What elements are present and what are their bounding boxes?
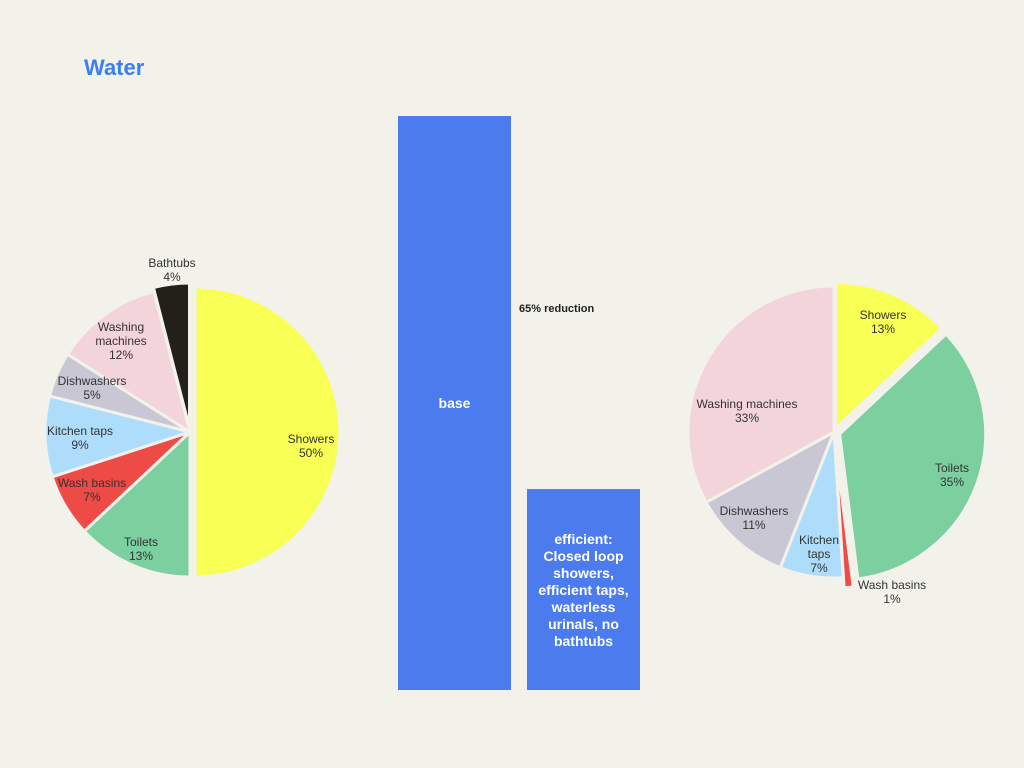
pie-base-label-bathtubs-name: Bathtubs — [148, 256, 195, 270]
pie-base-label-wash-basins-name: Wash basins — [58, 476, 126, 490]
pie-efficient-label-kitchen-taps-name: taps — [808, 547, 831, 561]
pie-base-label-toilets-value: 13% — [129, 549, 153, 563]
pie-efficient-label-toilets-value: 35% — [940, 475, 964, 489]
bar-efficient — [527, 489, 640, 690]
pie-base-label-washing-machines-name: machines — [95, 334, 146, 348]
pie-efficient-label-kitchen-taps-name: Kitchen — [799, 533, 839, 547]
pie-base-label-toilets: Toilets 13% — [124, 535, 158, 563]
pie-base-label-toilets-name: Toilets — [124, 535, 158, 549]
pie-efficient-label-kitchen-taps: Kitchen taps 7% — [799, 533, 839, 575]
pie-base-label-kitchen-taps: Kitchen taps 9% — [47, 424, 113, 452]
pie-base-slice-toilets — [82, 430, 192, 579]
pie-efficient-label-showers: Showers 13% — [860, 308, 907, 336]
pie-base-label-dishwashers-name: Dishwashers — [58, 374, 127, 388]
pie-base-slice-kitchen-taps — [43, 394, 192, 479]
pie-base-slice-washing-machines — [66, 290, 192, 434]
pie-efficient-label-dishwashers: Dishwashers 11% — [720, 504, 789, 532]
reduction-annotation: 65% reduction — [519, 303, 594, 315]
pie-base-label-washing-machines-name: Washing — [98, 320, 144, 334]
pie-efficient-label-wash-basins-value: 1% — [883, 592, 901, 606]
pie-efficient-label-wash-basins-name: Wash basins — [858, 578, 926, 592]
pie-efficient-label-washing-machines-value: 33% — [735, 411, 759, 425]
pie-base-label-kitchen-taps-name: Kitchen taps — [47, 424, 113, 438]
bar-label-efficient: efficient: Closed loop showers, efficient t… — [538, 531, 628, 649]
pie-efficient-slice-dishwashers — [704, 430, 836, 570]
pie-base-label-wash-basins: Wash basins 7% — [58, 476, 126, 504]
pie-efficient-label-showers-value: 13% — [871, 322, 895, 336]
pie-base-label-showers-name: Showers — [288, 432, 335, 446]
pie-efficient-label-dishwashers-value: 11% — [742, 518, 765, 532]
pie-efficient-label-wash-basins: Wash basins 1% — [858, 578, 926, 606]
bar-label-line: efficient taps, — [538, 582, 628, 598]
pie-base-label-showers-value: 50% — [299, 446, 323, 460]
pie-efficient-label-toilets-name: Toilets — [935, 461, 969, 475]
bar-label-line: efficient: — [554, 531, 612, 547]
pie-base-slice-showers — [193, 285, 342, 579]
bar-label-line: Closed loop — [543, 548, 623, 564]
pie-chart-efficient: Showers 13% Toilets 35% Wash basins 1% Kitchen… — [686, 280, 988, 606]
pie-efficient-label-washing-machines-name: Washing machines — [697, 397, 798, 411]
pie-base-label-bathtubs-value: 4% — [163, 270, 181, 284]
pie-base-slice-bathtubs — [151, 281, 191, 430]
pie-base-label-washing-machines-value: 12% — [109, 348, 133, 362]
page-title: Water — [84, 55, 145, 80]
bar-base — [398, 116, 511, 690]
pie-chart-base: Showers 50% Toilets 13% Wash basins 7% Kitchen… — [43, 256, 342, 579]
bar-label-base: base — [439, 395, 471, 411]
pie-efficient-label-kitchen-taps-value: 7% — [810, 561, 828, 575]
pie-base-label-bathtubs: Bathtubs 4% — [148, 256, 195, 284]
pie-efficient-slice-washing-machines — [686, 284, 836, 504]
bar-label-line: urinals, no — [548, 616, 619, 632]
pie-efficient-slice-showers — [834, 280, 944, 430]
bar-label-line: waterless — [551, 599, 616, 615]
bar-label-line: bathtubs — [554, 633, 613, 649]
pie-base-label-showers: Showers 50% — [288, 432, 335, 460]
pie-efficient-slice-toilets — [838, 332, 988, 581]
bar-label-line: showers, — [553, 565, 614, 581]
pie-efficient-label-washing-machines: Washing machines 33% — [697, 397, 798, 425]
pie-efficient-label-showers-name: Showers — [860, 308, 907, 322]
bar-chart-comparison: base efficient: Closed loop showers, efficie… — [398, 116, 640, 690]
pie-efficient-label-dishwashers-name: Dishwashers — [720, 504, 789, 518]
pie-base-label-kitchen-taps-value: 9% — [71, 438, 89, 452]
pie-efficient-slice-wash-basins — [833, 440, 855, 590]
pie-base-label-washing-machines: Washing machines 12% — [95, 320, 146, 362]
pie-base-label-wash-basins-value: 7% — [83, 490, 101, 504]
bar-label-line: base — [439, 395, 471, 411]
pie-efficient-label-toilets: Toilets 35% — [935, 461, 969, 489]
pie-base-label-dishwashers: Dishwashers 5% — [58, 374, 127, 402]
pie-base-label-dishwashers-value: 5% — [83, 388, 101, 402]
